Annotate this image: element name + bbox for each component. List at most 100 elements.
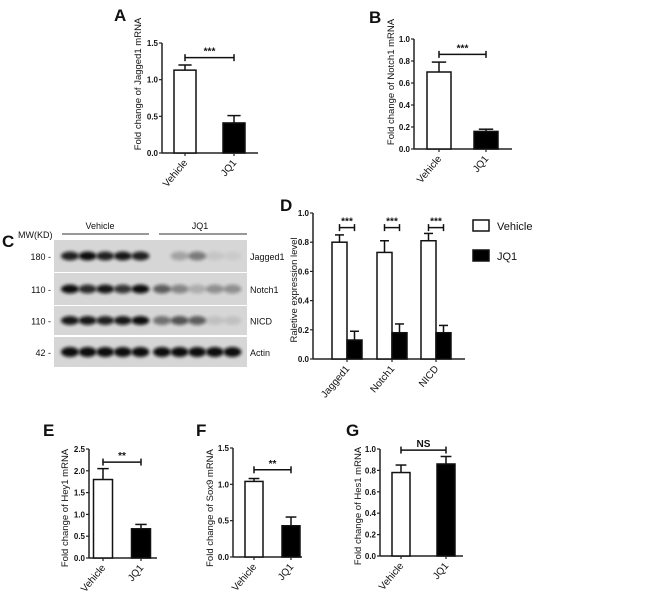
blot-band <box>188 347 207 357</box>
y-tick-label: 0.0 <box>365 552 377 561</box>
bar-vehicle <box>244 480 264 558</box>
bar-vehicle-nicd <box>420 239 437 360</box>
blot-band <box>61 251 79 261</box>
bar-jq1 <box>281 525 301 558</box>
y-tick-label: 0.6 <box>399 79 411 88</box>
x-category-label: Notch1 <box>369 364 398 396</box>
legend-label: JQ1 <box>497 251 517 263</box>
y-axis-title: Fold change of Hey1 mRNA <box>60 448 71 567</box>
y-tick-label: 0.5 <box>74 532 86 541</box>
blot-band <box>205 316 224 325</box>
x-category-label: Vehicle <box>79 563 108 594</box>
x-category-label: Vehicle <box>415 154 444 186</box>
y-tick-label: 0.4 <box>298 297 310 306</box>
bar-vehicle <box>391 471 411 557</box>
panel-label-d: D <box>280 196 292 215</box>
blot-band <box>223 251 242 261</box>
bar-jq1 <box>222 122 246 154</box>
y-axis-title: Fold change of Notch1 mRNA <box>386 18 397 145</box>
panel-label-f: F <box>196 421 206 440</box>
y-tick-label: 1.5 <box>74 489 86 498</box>
chart-panel-d: 0.0 0.2 0.4 0.6 0.8 1.0 Raletive expression le… <box>289 209 532 400</box>
x-category-label: Vehicle <box>161 158 190 190</box>
significance-label: *** <box>386 217 398 228</box>
bar-vehicle-jagged1 <box>331 241 348 360</box>
x-category-label: JQ1 <box>276 562 296 583</box>
blot-band <box>131 284 150 294</box>
y-tick-label: 1.0 <box>399 35 411 44</box>
y-tick-label: 1.0 <box>218 480 230 489</box>
y-tick-label: 0.8 <box>298 238 310 247</box>
blot-band <box>96 284 115 294</box>
y-tick-label: 0.0 <box>74 554 86 563</box>
blot-band <box>153 316 171 325</box>
mw-label: 180 - <box>30 252 51 262</box>
blot-band <box>223 347 242 357</box>
blot-group-label-jq1: JQ1 <box>192 221 209 231</box>
y-tick-label: 1.0 <box>298 209 310 218</box>
blot-band <box>170 316 189 325</box>
blot-band <box>113 316 132 325</box>
protein-label: Actin <box>250 348 270 358</box>
blot-band <box>96 347 115 357</box>
protein-label: Jagged1 <box>250 252 285 262</box>
x-category-label: JQ1 <box>126 563 146 584</box>
blot-band <box>170 347 189 357</box>
blot-band <box>96 316 115 325</box>
blot-group-label-vehicle: Vehicle <box>85 221 114 231</box>
significance-label: ** <box>269 459 277 470</box>
bar-vehicle <box>92 478 114 559</box>
bar-jq1-jagged1 <box>346 339 363 360</box>
western-blot: Vehicle JQ1 MW(KD) Jagged1 180 - Notch1 110 - N… <box>18 221 285 367</box>
significance-label: *** <box>430 217 442 228</box>
mw-label: 110 - <box>31 317 51 327</box>
blot-band <box>223 316 242 325</box>
blot-band <box>170 284 189 294</box>
blot-band <box>153 284 171 294</box>
blot-band <box>205 347 224 357</box>
blot-band <box>78 284 97 294</box>
y-tick-label: 2.5 <box>74 445 86 454</box>
y-tick-label: 0.0 <box>147 149 159 158</box>
y-tick-label: 0.6 <box>298 267 310 276</box>
y-tick-label: 1.5 <box>218 444 230 453</box>
x-category-label: Vehicle <box>377 561 406 593</box>
blot-band <box>78 347 97 357</box>
blot-band <box>131 251 150 261</box>
y-tick-label: 1.5 <box>147 39 159 48</box>
blot-band <box>170 251 189 261</box>
y-tick-label: 0.4 <box>365 509 377 518</box>
blot-band <box>131 347 150 357</box>
blot-band <box>61 316 79 325</box>
x-category-label: JQ1 <box>219 158 239 179</box>
bar-jq1 <box>436 463 456 557</box>
blot-band <box>205 284 224 294</box>
y-tick-label: 0.0 <box>399 145 411 154</box>
y-tick-label: 2.0 <box>74 467 86 476</box>
blot-band <box>78 251 97 261</box>
panel-label-a: A <box>114 6 126 25</box>
panel-label-e: E <box>43 421 54 440</box>
blot-band <box>113 284 132 294</box>
y-tick-label: 0.0 <box>298 355 310 364</box>
y-axis-title: Fold change of Hes1 mRNA <box>353 446 364 565</box>
blot-band <box>113 251 132 261</box>
panel-label-b: B <box>369 8 381 27</box>
blot-band <box>131 316 150 325</box>
blot-band <box>61 284 79 294</box>
y-tick-label: 0.2 <box>298 326 310 335</box>
blot-band <box>153 347 171 357</box>
y-axis-title: Fold change of Jagged1 mRNA <box>133 17 144 150</box>
y-tick-label: 0.6 <box>365 488 377 497</box>
blot-band <box>96 251 115 261</box>
mw-header: MW(KD) <box>18 230 53 240</box>
y-tick-label: 1.0 <box>74 510 86 519</box>
bar-vehicle-notch1 <box>376 251 393 360</box>
panel-label-g: G <box>346 421 359 440</box>
x-category-label: JQ1 <box>431 561 451 582</box>
y-axis-title: Raletive expression level <box>289 237 300 342</box>
mw-label: 110 - <box>31 285 51 295</box>
